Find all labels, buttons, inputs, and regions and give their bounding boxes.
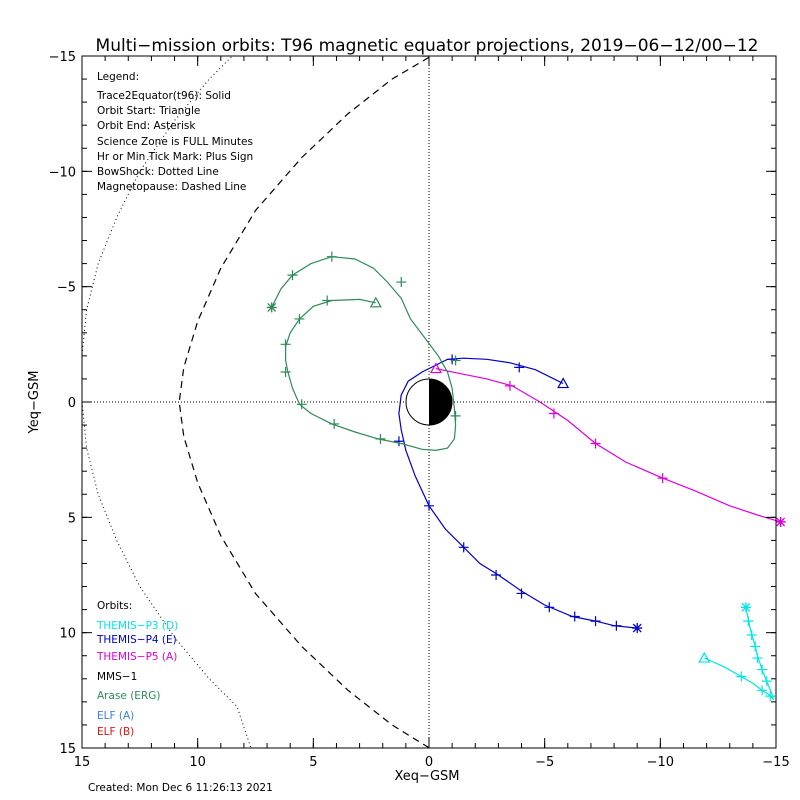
orbit-start-triangle	[369, 296, 382, 308]
y-tick-label: 5	[68, 511, 76, 526]
y-axis-label: Yeq−GSM	[27, 371, 42, 435]
tick-mark-plus	[393, 436, 404, 447]
tick-mark-plus	[322, 295, 333, 306]
y-tick-label: 10	[59, 627, 76, 642]
x-tick-label: −10	[647, 755, 674, 770]
orbit-start-triangle	[698, 651, 711, 663]
orbits-header: Orbits:	[97, 600, 132, 612]
x-tick-label: 10	[189, 755, 206, 770]
tick-mark-plus	[757, 685, 768, 696]
orbit-end-asterisk	[775, 516, 786, 527]
y-tick-label: 0	[68, 396, 76, 411]
tick-mark-plus	[296, 399, 307, 410]
orbit-legend-themis-p5: THEMIS−P5 (A)	[96, 651, 177, 663]
legend-line: Orbit Start: Triangle	[97, 105, 200, 117]
legend-line: Magnetopause: Dashed Line	[97, 181, 246, 193]
orbit-legend-themis-p3: THEMIS−P3 (D)	[96, 620, 178, 632]
tick-mark-plus	[287, 270, 298, 281]
tick-mark-plus	[765, 691, 776, 702]
orbit-line-themis-p5-a	[435, 368, 781, 523]
orbit-legend-elf-a: ELF (A)	[97, 710, 134, 722]
legend-block: Legend: Trace2Equator(t96): Solid Orbit …	[96, 71, 253, 193]
legend-line: Hr or Min Tick Mark: Plus Sign	[97, 151, 253, 163]
tick-mark-plus	[736, 671, 747, 682]
orbit-start-triangle	[557, 377, 570, 389]
series-themis-p5-a	[429, 362, 786, 527]
tick-mark-plus	[329, 418, 340, 429]
x-tick-label: 0	[425, 755, 433, 770]
tick-mark-plus	[544, 602, 555, 613]
x-tick-label: 15	[74, 755, 91, 770]
x-axis: 15 10 5 0 −5 −10 −15	[74, 56, 790, 770]
tick-mark-plus	[746, 629, 757, 640]
magnetopause-line	[178, 56, 433, 748]
tick-mark-plus	[450, 410, 461, 421]
tick-mark-plus	[396, 277, 407, 288]
legend-line: Trace2Equator(t96): Solid	[96, 90, 231, 102]
tick-mark-plus	[761, 676, 772, 687]
x-tick-label: −5	[535, 755, 554, 770]
tick-mark-plus	[516, 588, 527, 599]
tick-mark-plus	[611, 620, 622, 631]
tick-mark-plus	[657, 473, 668, 484]
tick-mark-plus	[504, 380, 515, 391]
y-tick-label: 15	[59, 742, 76, 757]
orbit-end-asterisk	[740, 602, 751, 613]
tick-mark-plus	[326, 251, 337, 262]
orbits-legend: Orbits: THEMIS−P3 (D) THEMIS−P4 (E) THEM…	[96, 600, 178, 738]
tick-mark-plus	[590, 438, 601, 449]
y-tick-label: −10	[49, 165, 76, 180]
tick-mark-plus	[750, 641, 761, 652]
tick-mark-plus	[491, 570, 502, 580]
tick-mark-plus	[375, 433, 386, 444]
series-arase-erg	[266, 251, 461, 452]
orbit-legend-themis-p4: THEMIS−P4 (E)	[96, 634, 177, 646]
tick-mark-plus	[280, 339, 291, 350]
orbit-line-themis-p4-e	[398, 357, 638, 629]
orbit-start-triangle	[429, 362, 442, 374]
chart-title: Multi−mission orbits: T96 magnetic equat…	[96, 36, 759, 56]
created-timestamp: Created: Mon Dec 6 11:26:13 2021	[88, 782, 273, 794]
orbit-legend-elf-b: ELF (B)	[97, 726, 134, 738]
tick-mark-plus	[752, 653, 763, 664]
tick-mark-plus	[514, 362, 525, 373]
tick-mark-plus	[458, 542, 469, 553]
legend-line: BowShock: Dotted Line	[97, 166, 219, 178]
tick-mark-plus	[757, 664, 768, 675]
y-tick-label: −5	[57, 281, 76, 296]
orbit-legend-arase: Arase (ERG)	[97, 690, 160, 702]
legend-line: Science Zone is FULL Minutes	[97, 136, 253, 148]
earth-night-side	[429, 379, 452, 425]
tick-mark-plus	[548, 408, 559, 419]
tick-mark-plus	[280, 367, 291, 378]
tick-mark-plus	[294, 313, 305, 324]
y-tick-label: −15	[49, 50, 76, 65]
x-axis-label: Xeq−GSM	[394, 769, 459, 784]
boundary-layer	[82, 56, 433, 748]
tick-mark-plus	[743, 616, 754, 627]
x-tick-label: −15	[762, 755, 789, 770]
series-themis-p4-e	[393, 354, 643, 634]
tick-mark-plus	[569, 611, 580, 622]
tick-mark-plus	[590, 616, 601, 627]
tick-mark-plus	[424, 500, 434, 511]
earth-symbol	[405, 378, 453, 426]
y-axis: −15 −10 −5 0 5 10 15	[49, 50, 776, 757]
orbit-end-asterisk	[632, 623, 643, 634]
legend-line: Orbit End: Asterisk	[97, 120, 196, 132]
orbit-legend-mms-1: MMS−1	[97, 671, 137, 683]
orbit-line-themis-p3-d	[704, 607, 775, 701]
orbit-end-asterisk	[266, 302, 277, 313]
legend-header: Legend:	[97, 71, 139, 83]
series-layer	[266, 251, 786, 702]
series-themis-p3-d	[698, 602, 776, 702]
x-tick-label: 5	[309, 755, 317, 770]
tick-mark-plus	[450, 355, 461, 366]
